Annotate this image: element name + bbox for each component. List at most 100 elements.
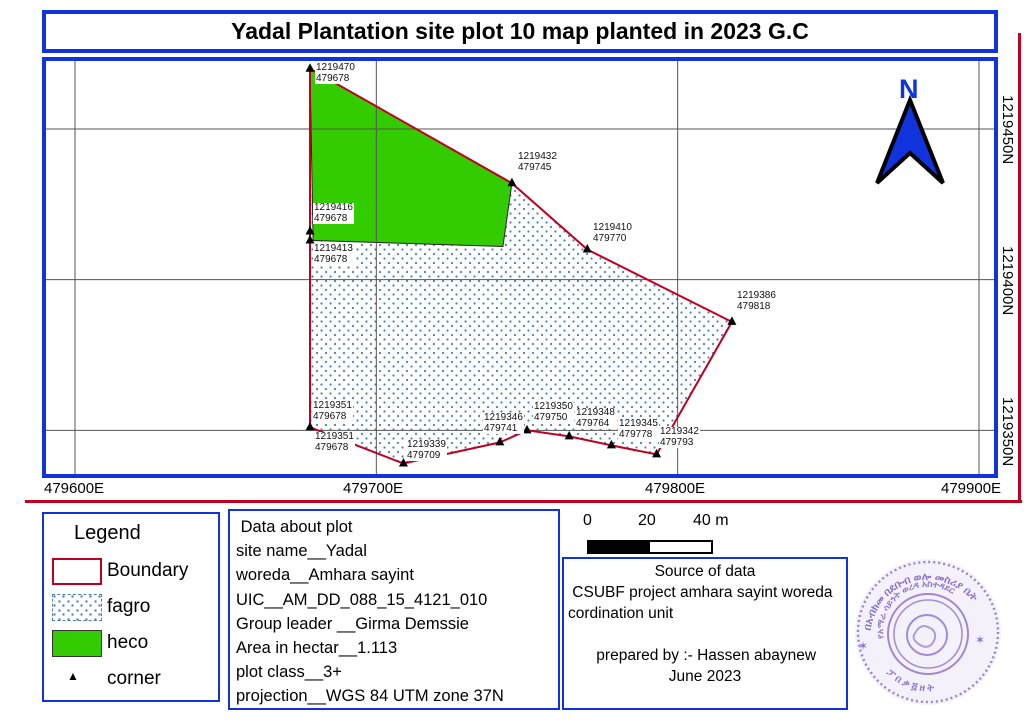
stamp-background — [855, 559, 1001, 705]
legend-item-boundary: Boundary — [44, 558, 218, 588]
point-northing: 1219345 — [619, 418, 658, 429]
legend-item-label: Boundary — [107, 560, 189, 581]
stamp-inner-ring — [887, 593, 969, 675]
point-easting: 479678 — [315, 441, 349, 453]
map-point-label: 1219410 479770 — [592, 222, 633, 244]
x-axis-label: 479900E — [941, 480, 1002, 497]
map-point-label: 1219351 479678 — [314, 431, 355, 453]
y-axis-label: 1219400N — [999, 246, 1016, 316]
point-northing: 1219350 — [534, 401, 573, 412]
legend-item-fagro: fagro — [44, 594, 218, 624]
point-northing: 1219339 — [407, 439, 446, 450]
source-box: Source of data CSUBF project amhara sayi… — [562, 557, 848, 710]
x-axis-label: 479800E — [645, 480, 706, 497]
source-line: prepared by :- Hassen abaynew — [592, 647, 817, 664]
stamp-emblem — [906, 614, 948, 656]
scale-tick-label: 40 m — [693, 512, 729, 529]
y-axis-label: 1219350N — [999, 397, 1016, 467]
map-point-label: 1219432 479745 — [517, 151, 558, 173]
point-northing: 1219413 — [314, 243, 353, 254]
point-easting: 479770 — [593, 232, 627, 244]
stamp-inner-ring2 — [893, 599, 963, 669]
legend-item-corner: ▲ corner — [44, 666, 218, 696]
map-point-label: 1219339 479709 — [406, 439, 447, 461]
source-line: cordination unit — [568, 605, 674, 622]
map-point-label: 1219413 479678 — [313, 243, 354, 265]
plot-info-line: site name__Yadal — [236, 542, 367, 561]
horizontal-rule — [25, 500, 1022, 503]
point-northing: 1219432 — [518, 151, 557, 162]
map-point-label: 1219342 479793 — [659, 426, 700, 448]
source-line: Source of data — [654, 563, 756, 580]
fagro-swatch — [52, 594, 102, 621]
point-northing: 1219351 — [313, 400, 352, 411]
point-easting: 479678 — [313, 410, 347, 422]
point-northing: 1219351 — [315, 431, 354, 442]
vertical-rule — [1018, 33, 1021, 503]
point-northing: 1219348 — [576, 407, 615, 418]
scale-bar-fill — [589, 542, 650, 552]
legend-item-label: fagro — [107, 596, 151, 617]
stamp-star-left-icon: ✶ — [858, 639, 868, 653]
plot-info-line: projection__WGS 84 UTM zone 37N — [236, 687, 504, 706]
plot-info-line: plot class__3+ — [236, 663, 342, 682]
north-arrow-icon — [875, 95, 945, 185]
point-northing: 1219342 — [660, 426, 699, 437]
y-axis-label: 1219450N — [999, 95, 1016, 165]
x-axis-label: 479700E — [343, 480, 404, 497]
map-point-label: 1219386 479818 — [736, 290, 777, 312]
point-easting: 479793 — [660, 436, 694, 448]
point-easting: 479750 — [534, 411, 568, 423]
stamp-emblem-detail — [912, 625, 937, 648]
point-easting: 479764 — [576, 417, 610, 429]
legend-item-label: corner — [107, 668, 161, 689]
map-point-label: 1219416 479678 — [313, 202, 354, 224]
point-northing: 1219386 — [737, 290, 776, 301]
map-point-label: 1219345 479778 — [618, 418, 659, 440]
plot-info-line: UIC__AM_DD_088_15_4121_010 — [236, 590, 488, 609]
page-title: Yadal Plantation site plot 10 map plante… — [231, 18, 809, 44]
stamp-star-right-icon: ✶ — [975, 633, 985, 647]
point-northing: 1219410 — [593, 222, 632, 233]
point-easting: 479778 — [619, 428, 653, 440]
source-line: June 2023 — [668, 668, 742, 685]
heco-swatch — [52, 630, 102, 657]
corner-triangle-icon: ▲ — [67, 669, 79, 683]
point-northing: 1219470 — [316, 62, 355, 73]
point-easting: 479709 — [407, 449, 441, 461]
source-line: CSUBF project amhara sayint woreda — [568, 584, 833, 601]
legend-item-heco: heco — [44, 630, 218, 660]
plot-info-line: woreda__Amhara sayint — [236, 566, 414, 585]
point-northing: 1219416 — [314, 202, 353, 213]
north-label: N — [899, 74, 919, 104]
map-point-label: 1219348 479764 — [575, 407, 616, 429]
source-line — [568, 624, 842, 645]
point-easting: 479818 — [737, 300, 771, 312]
x-axis-label: 479600E — [44, 480, 105, 497]
boundary-swatch — [52, 558, 102, 585]
scale-tick-label: 20 — [638, 512, 656, 529]
scale-bar: 0 20 40 m — [580, 512, 750, 556]
title-box: Yadal Plantation site plot 10 map plante… — [42, 10, 998, 53]
point-easting: 479678 — [314, 253, 348, 265]
scale-bar-rect — [587, 540, 713, 554]
legend-title: Legend — [74, 522, 141, 544]
map-point-label: 1219351 479678 — [312, 400, 353, 422]
point-easting: 479678 — [314, 212, 348, 224]
map-point-label: 1219346 479741 — [483, 412, 524, 434]
point-easting: 479678 — [316, 72, 350, 84]
legend: Legend Boundary fagro heco ▲ corner — [42, 512, 220, 702]
map-point-label: 1219470 479678 — [315, 62, 356, 84]
plot-info-line: Group leader __Girma Demssie — [236, 614, 469, 633]
plot-info-box: Data about plot site name__Yadal woreda_… — [228, 509, 560, 710]
plot-info-line: Area in hectar__1.113 — [236, 639, 398, 658]
scale-tick-label: 0 — [583, 512, 592, 529]
point-easting: 479741 — [484, 422, 518, 434]
plot-info-line: Data about plot — [236, 518, 353, 536]
legend-item-label: heco — [107, 632, 149, 653]
official-stamp: በአብክመ በደቡብ ወሎ መስሪያ ቤት የአማራ ሳይንት ወረዳ አስተዳ… — [855, 559, 1001, 705]
stamp-outer-ring — [856, 560, 1000, 704]
point-easting: 479745 — [518, 161, 552, 173]
map-point-label: 1219350 479750 — [533, 401, 574, 423]
